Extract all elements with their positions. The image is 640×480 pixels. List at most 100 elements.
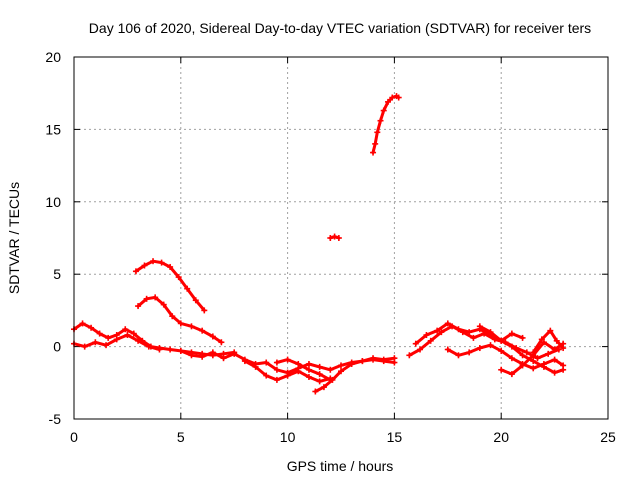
data-point	[519, 362, 526, 369]
data-point	[560, 345, 567, 352]
data-point	[551, 346, 558, 353]
data-point	[284, 372, 291, 379]
data-point	[374, 129, 381, 136]
grid	[74, 57, 608, 419]
data-point	[177, 320, 184, 327]
data-point	[434, 327, 441, 334]
data-point	[175, 274, 182, 281]
data-point	[377, 117, 384, 124]
data-point	[158, 259, 165, 266]
data-point	[551, 356, 558, 363]
data-point	[209, 333, 216, 340]
series-sat-p	[530, 327, 567, 356]
data-point	[335, 235, 342, 241]
data-point	[160, 301, 167, 308]
series-sat-b	[135, 294, 225, 346]
x-tick-label: 0	[70, 429, 78, 445]
x-tick-label: 10	[280, 429, 296, 445]
data-point	[92, 339, 99, 346]
data-point	[519, 352, 526, 359]
data-point	[79, 320, 86, 327]
data-point	[427, 337, 434, 344]
data-point	[305, 366, 312, 373]
data-point	[177, 347, 184, 354]
data-point	[551, 369, 558, 376]
y-tick-label: 0	[53, 339, 61, 355]
data-point	[122, 326, 129, 333]
data-point	[348, 360, 355, 367]
data-point	[538, 336, 545, 343]
data-point	[199, 327, 206, 334]
data-point	[508, 355, 515, 362]
x-tick-label: 20	[493, 429, 509, 445]
data-point	[241, 358, 248, 365]
data-point	[141, 262, 148, 269]
data-point	[167, 263, 174, 270]
data-point	[508, 330, 515, 337]
data-point	[444, 346, 451, 353]
data-point	[359, 358, 366, 365]
series-sat-a	[132, 258, 208, 314]
data-point	[316, 363, 323, 370]
series-sat-n	[476, 323, 567, 376]
data-point	[530, 349, 537, 356]
data-point	[498, 366, 505, 373]
data-point	[143, 295, 150, 302]
y-axis-label: SDTVAR / TECUs	[6, 182, 22, 294]
data-point	[218, 339, 225, 346]
data-point	[305, 360, 312, 367]
data-point	[476, 345, 483, 352]
data-point	[188, 352, 195, 359]
data-point	[455, 352, 462, 359]
data-point	[327, 366, 334, 373]
data-point	[273, 376, 280, 383]
data-series	[71, 93, 567, 395]
data-point	[105, 334, 112, 341]
data-point	[498, 337, 505, 344]
data-point	[530, 358, 537, 365]
series-sat-f	[241, 358, 334, 385]
data-point	[231, 350, 238, 357]
data-point	[547, 327, 554, 334]
data-point	[498, 347, 505, 354]
data-point	[372, 140, 379, 147]
x-tick-label: 15	[387, 429, 403, 445]
data-point	[466, 329, 473, 336]
data-point	[167, 346, 174, 353]
y-tick-label: 10	[45, 194, 61, 210]
data-point	[305, 374, 312, 381]
data-point	[384, 98, 391, 105]
data-point	[406, 352, 413, 359]
data-point	[184, 285, 191, 292]
data-point	[199, 353, 206, 360]
data-point	[209, 349, 216, 356]
series-sat-m	[444, 342, 567, 372]
data-point	[389, 94, 396, 101]
data-point	[417, 346, 424, 353]
data-point	[338, 368, 344, 375]
plot-frame	[73, 56, 609, 420]
data-point	[331, 233, 338, 240]
data-point	[455, 326, 462, 333]
data-point	[466, 349, 473, 356]
data-point	[487, 342, 494, 349]
data-point	[312, 388, 319, 395]
data-point	[201, 307, 208, 314]
data-point	[273, 366, 280, 373]
data-point	[391, 355, 398, 362]
data-point	[263, 359, 270, 366]
data-point	[412, 340, 419, 347]
series-sat-d	[71, 332, 163, 353]
data-point	[338, 362, 344, 369]
data-point	[81, 343, 88, 350]
data-point	[519, 334, 526, 341]
data-point	[470, 334, 477, 341]
data-point	[145, 343, 152, 350]
data-point	[508, 343, 515, 350]
data-point	[132, 268, 139, 275]
data-point	[150, 258, 157, 265]
data-point	[540, 363, 547, 370]
data-point	[188, 323, 195, 330]
series-sat-h	[312, 355, 398, 395]
